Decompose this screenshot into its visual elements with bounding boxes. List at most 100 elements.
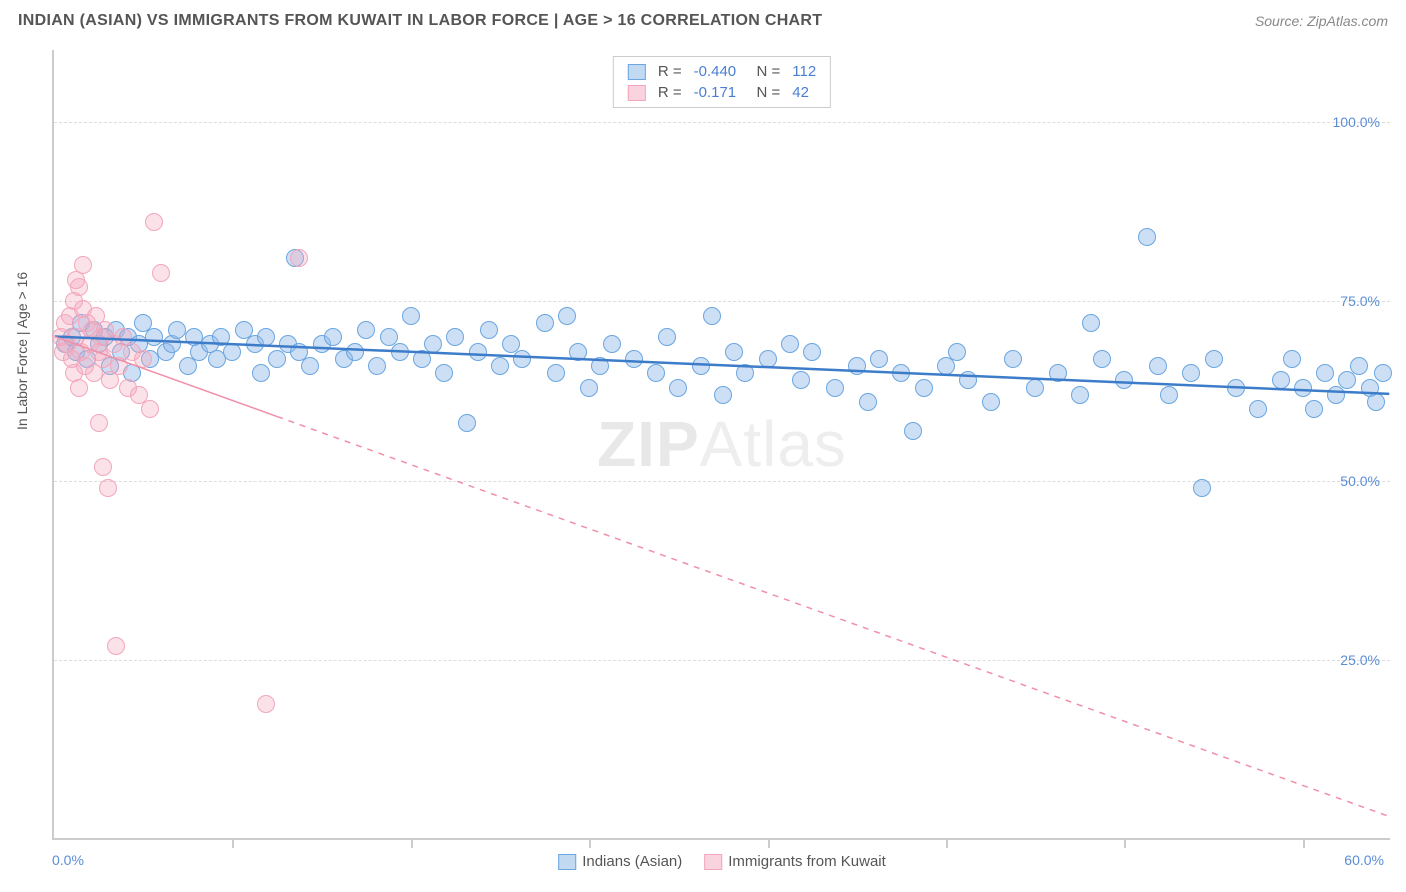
legend-item-kuwait: Immigrants from Kuwait <box>704 853 886 870</box>
point-indians <box>1004 350 1022 368</box>
point-indians <box>736 364 754 382</box>
gridline-h <box>54 660 1390 661</box>
y-tick-label: 100.0% <box>1333 114 1380 130</box>
legend-row-pink: R = -0.171 N = 42 <box>622 82 822 103</box>
point-indians <box>1374 364 1392 382</box>
legend-label: Immigrants from Kuwait <box>728 853 886 870</box>
point-indians <box>446 328 464 346</box>
point-indians <box>1367 393 1385 411</box>
legend-item-indians: Indians (Asian) <box>558 853 682 870</box>
point-indians <box>915 379 933 397</box>
swatch-pink-icon <box>704 854 722 870</box>
point-indians <box>513 350 531 368</box>
point-kuwait <box>152 264 170 282</box>
x-tick <box>232 838 234 848</box>
point-indians <box>714 386 732 404</box>
point-indians <box>1026 379 1044 397</box>
chart-title: INDIAN (ASIAN) VS IMMIGRANTS FROM KUWAIT… <box>18 12 822 30</box>
x-tick <box>589 838 591 848</box>
point-indians <box>725 343 743 361</box>
point-indians <box>759 350 777 368</box>
point-indians <box>469 343 487 361</box>
point-kuwait <box>134 350 152 368</box>
point-kuwait <box>257 695 275 713</box>
x-tick <box>1124 838 1126 848</box>
point-indians <box>1227 379 1245 397</box>
point-indians <box>1149 357 1167 375</box>
y-tick-label: 50.0% <box>1340 473 1380 489</box>
gridline-h <box>54 301 1390 302</box>
point-indians <box>1316 364 1334 382</box>
point-indians <box>569 343 587 361</box>
point-indians <box>168 321 186 339</box>
point-indians <box>625 350 643 368</box>
point-indians <box>859 393 877 411</box>
swatch-blue-icon <box>558 854 576 870</box>
point-indians <box>1049 364 1067 382</box>
point-indians <box>1283 350 1301 368</box>
point-indians <box>781 335 799 353</box>
point-indians <box>904 422 922 440</box>
legend-row-blue: R = -0.440 N = 112 <box>622 61 822 82</box>
source-attribution: Source: ZipAtlas.com <box>1255 13 1388 29</box>
point-indians <box>223 343 241 361</box>
point-kuwait <box>145 213 163 231</box>
point-indians <box>703 307 721 325</box>
point-indians <box>848 357 866 375</box>
point-kuwait <box>90 414 108 432</box>
point-indians <box>458 414 476 432</box>
point-indians <box>391 343 409 361</box>
y-tick-label: 25.0% <box>1340 652 1380 668</box>
point-indians <box>580 379 598 397</box>
series-legend: Indians (Asian) Immigrants from Kuwait <box>558 853 886 870</box>
watermark-text: ZIPAtlas <box>597 407 847 481</box>
point-indians <box>892 364 910 382</box>
point-indians <box>402 307 420 325</box>
point-indians <box>368 357 386 375</box>
point-kuwait <box>107 637 125 655</box>
point-indians <box>982 393 1000 411</box>
point-indians <box>480 321 498 339</box>
point-indians <box>603 335 621 353</box>
point-indians <box>301 357 319 375</box>
point-indians <box>252 364 270 382</box>
point-indians <box>324 328 342 346</box>
point-indians <box>1193 479 1211 497</box>
point-kuwait <box>94 458 112 476</box>
y-tick-label: 75.0% <box>1340 293 1380 309</box>
point-indians <box>792 371 810 389</box>
point-indians <box>948 343 966 361</box>
point-indians <box>692 357 710 375</box>
x-tick <box>768 838 770 848</box>
x-tick <box>1303 838 1305 848</box>
point-indians <box>346 343 364 361</box>
point-indians <box>357 321 375 339</box>
correlation-legend: R = -0.440 N = 112 R = -0.171 N = 42 <box>613 56 831 108</box>
gridline-h <box>54 481 1390 482</box>
point-indians <box>1093 350 1111 368</box>
swatch-blue-icon <box>628 64 646 80</box>
point-indians <box>647 364 665 382</box>
legend-label: Indians (Asian) <box>582 853 682 870</box>
point-indians <box>591 357 609 375</box>
point-indians <box>1138 228 1156 246</box>
point-indians <box>1205 350 1223 368</box>
point-kuwait <box>110 357 128 375</box>
point-indians <box>803 343 821 361</box>
point-indians <box>558 307 576 325</box>
point-kuwait <box>141 400 159 418</box>
y-axis-label: In Labor Force | Age > 16 <box>14 272 30 430</box>
x-tick <box>946 838 948 848</box>
point-indians <box>669 379 687 397</box>
point-indians <box>658 328 676 346</box>
point-kuwait <box>290 249 308 267</box>
x-tick <box>411 838 413 848</box>
point-indians <box>959 371 977 389</box>
point-indians <box>257 328 275 346</box>
point-indians <box>1082 314 1100 332</box>
point-indians <box>536 314 554 332</box>
point-indians <box>1294 379 1312 397</box>
x-axis-min-label: 0.0% <box>52 852 84 868</box>
point-indians <box>1350 357 1368 375</box>
point-indians <box>1160 386 1178 404</box>
